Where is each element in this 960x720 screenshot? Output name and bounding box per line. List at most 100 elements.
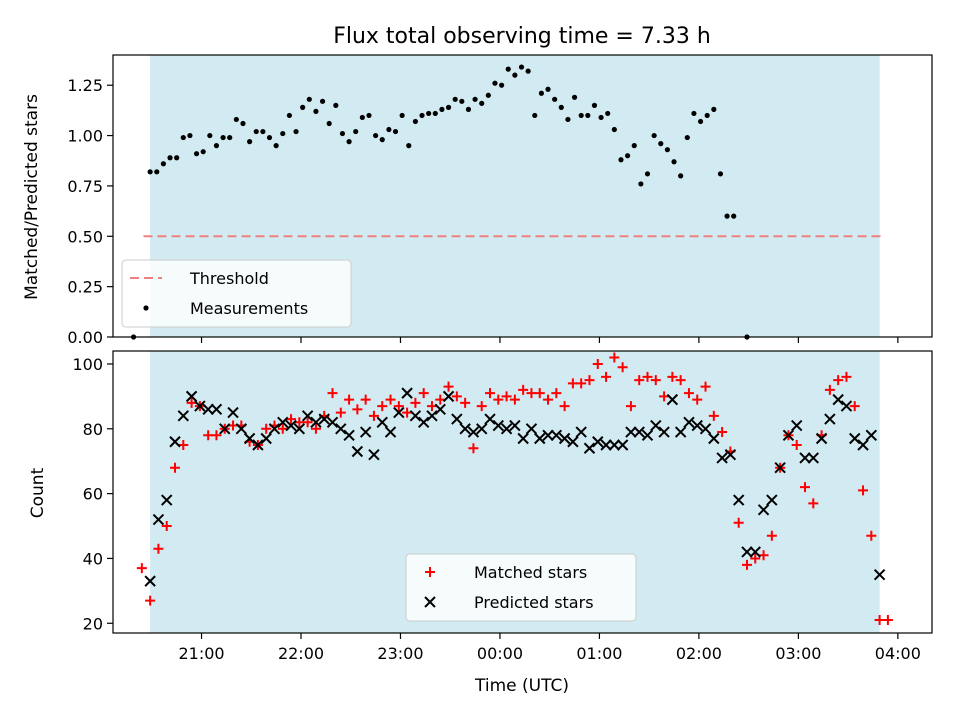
data-point bbox=[353, 128, 359, 135]
data-point bbox=[227, 406, 239, 419]
data-point bbox=[147, 169, 153, 175]
data-point bbox=[708, 410, 719, 421]
legend: Threshold Measurements bbox=[121, 259, 352, 328]
data-point bbox=[625, 153, 631, 159]
data-point bbox=[691, 419, 703, 432]
data-point bbox=[583, 442, 596, 454]
data-point bbox=[346, 139, 352, 145]
data-point bbox=[219, 423, 231, 435]
data-point bbox=[741, 559, 752, 570]
data-point bbox=[468, 443, 479, 454]
data-point bbox=[306, 96, 312, 102]
legend-predicted-swatch bbox=[424, 596, 436, 608]
data-point bbox=[185, 390, 198, 403]
data-point bbox=[335, 423, 347, 435]
data-point bbox=[538, 90, 545, 96]
data-point bbox=[293, 423, 306, 435]
data-point bbox=[136, 563, 147, 574]
legend-measurements-swatch bbox=[143, 305, 149, 311]
data-point bbox=[377, 401, 388, 412]
legend: Matched stars Predicted stars bbox=[405, 553, 637, 622]
data-point bbox=[532, 112, 538, 119]
series-predicted-stars bbox=[144, 387, 886, 587]
data-point bbox=[659, 391, 670, 402]
data-point bbox=[567, 436, 579, 448]
data-point bbox=[598, 114, 604, 121]
data-point bbox=[252, 439, 264, 451]
data-point bbox=[210, 403, 223, 416]
data-point bbox=[832, 393, 844, 406]
data-point bbox=[426, 110, 432, 117]
data-point bbox=[716, 452, 728, 464]
data-point bbox=[432, 110, 438, 117]
data-point bbox=[757, 504, 770, 516]
data-point bbox=[451, 391, 462, 402]
data-point bbox=[684, 134, 690, 141]
data-point bbox=[518, 384, 529, 395]
x-tick-label: 00:00 bbox=[477, 644, 523, 663]
data-point bbox=[741, 546, 753, 558]
data-point bbox=[235, 423, 248, 435]
y-tick-label: 80 bbox=[83, 420, 103, 439]
data-point bbox=[683, 388, 694, 399]
data-point bbox=[543, 394, 554, 405]
data-point bbox=[479, 100, 485, 106]
data-point bbox=[824, 413, 836, 425]
data-point bbox=[285, 419, 297, 432]
data-point bbox=[534, 432, 546, 445]
data-point bbox=[167, 155, 173, 161]
y-tick-label: 1.00 bbox=[67, 127, 103, 146]
data-point bbox=[633, 426, 645, 438]
data-point bbox=[674, 426, 687, 438]
data-point bbox=[873, 568, 886, 581]
data-point bbox=[286, 112, 292, 119]
data-point bbox=[525, 423, 538, 435]
data-point bbox=[260, 432, 272, 445]
data-point bbox=[800, 482, 811, 493]
data-point bbox=[467, 426, 480, 438]
data-point bbox=[642, 371, 653, 382]
data-point bbox=[445, 104, 452, 110]
data-point bbox=[344, 394, 355, 405]
data-point bbox=[559, 401, 570, 412]
data-point bbox=[799, 452, 811, 464]
axes-frame bbox=[112, 54, 933, 338]
data-point bbox=[849, 432, 861, 445]
data-point bbox=[683, 416, 695, 429]
data-point bbox=[808, 498, 819, 509]
data-point bbox=[675, 375, 686, 386]
data-point bbox=[591, 102, 598, 108]
data-point bbox=[145, 595, 156, 606]
data-point bbox=[650, 375, 661, 386]
data-point bbox=[833, 375, 844, 386]
legend-label: Threshold bbox=[189, 269, 269, 288]
data-point bbox=[545, 86, 551, 92]
data-point bbox=[261, 423, 272, 434]
data-point bbox=[412, 118, 418, 125]
data-point bbox=[174, 155, 180, 161]
data-point bbox=[419, 112, 425, 119]
data-point bbox=[611, 126, 617, 133]
data-point bbox=[202, 403, 214, 416]
data-point bbox=[193, 151, 200, 157]
data-point bbox=[484, 413, 496, 425]
data-point bbox=[459, 423, 471, 435]
data-point bbox=[616, 439, 629, 451]
data-point bbox=[576, 378, 587, 389]
legend-box bbox=[405, 553, 637, 622]
data-point bbox=[310, 416, 322, 429]
data-point bbox=[552, 96, 558, 102]
data-point bbox=[666, 393, 679, 406]
data-point bbox=[485, 388, 496, 399]
data-point bbox=[439, 106, 445, 112]
data-point bbox=[592, 358, 603, 369]
data-point bbox=[733, 517, 744, 528]
data-point bbox=[326, 416, 339, 429]
data-point bbox=[144, 575, 156, 587]
data-point bbox=[351, 445, 364, 458]
data-point bbox=[697, 118, 704, 125]
data-point bbox=[791, 419, 803, 432]
data-point bbox=[625, 426, 637, 438]
data-point bbox=[692, 394, 703, 405]
x-tick-label: 21:00 bbox=[178, 644, 224, 663]
